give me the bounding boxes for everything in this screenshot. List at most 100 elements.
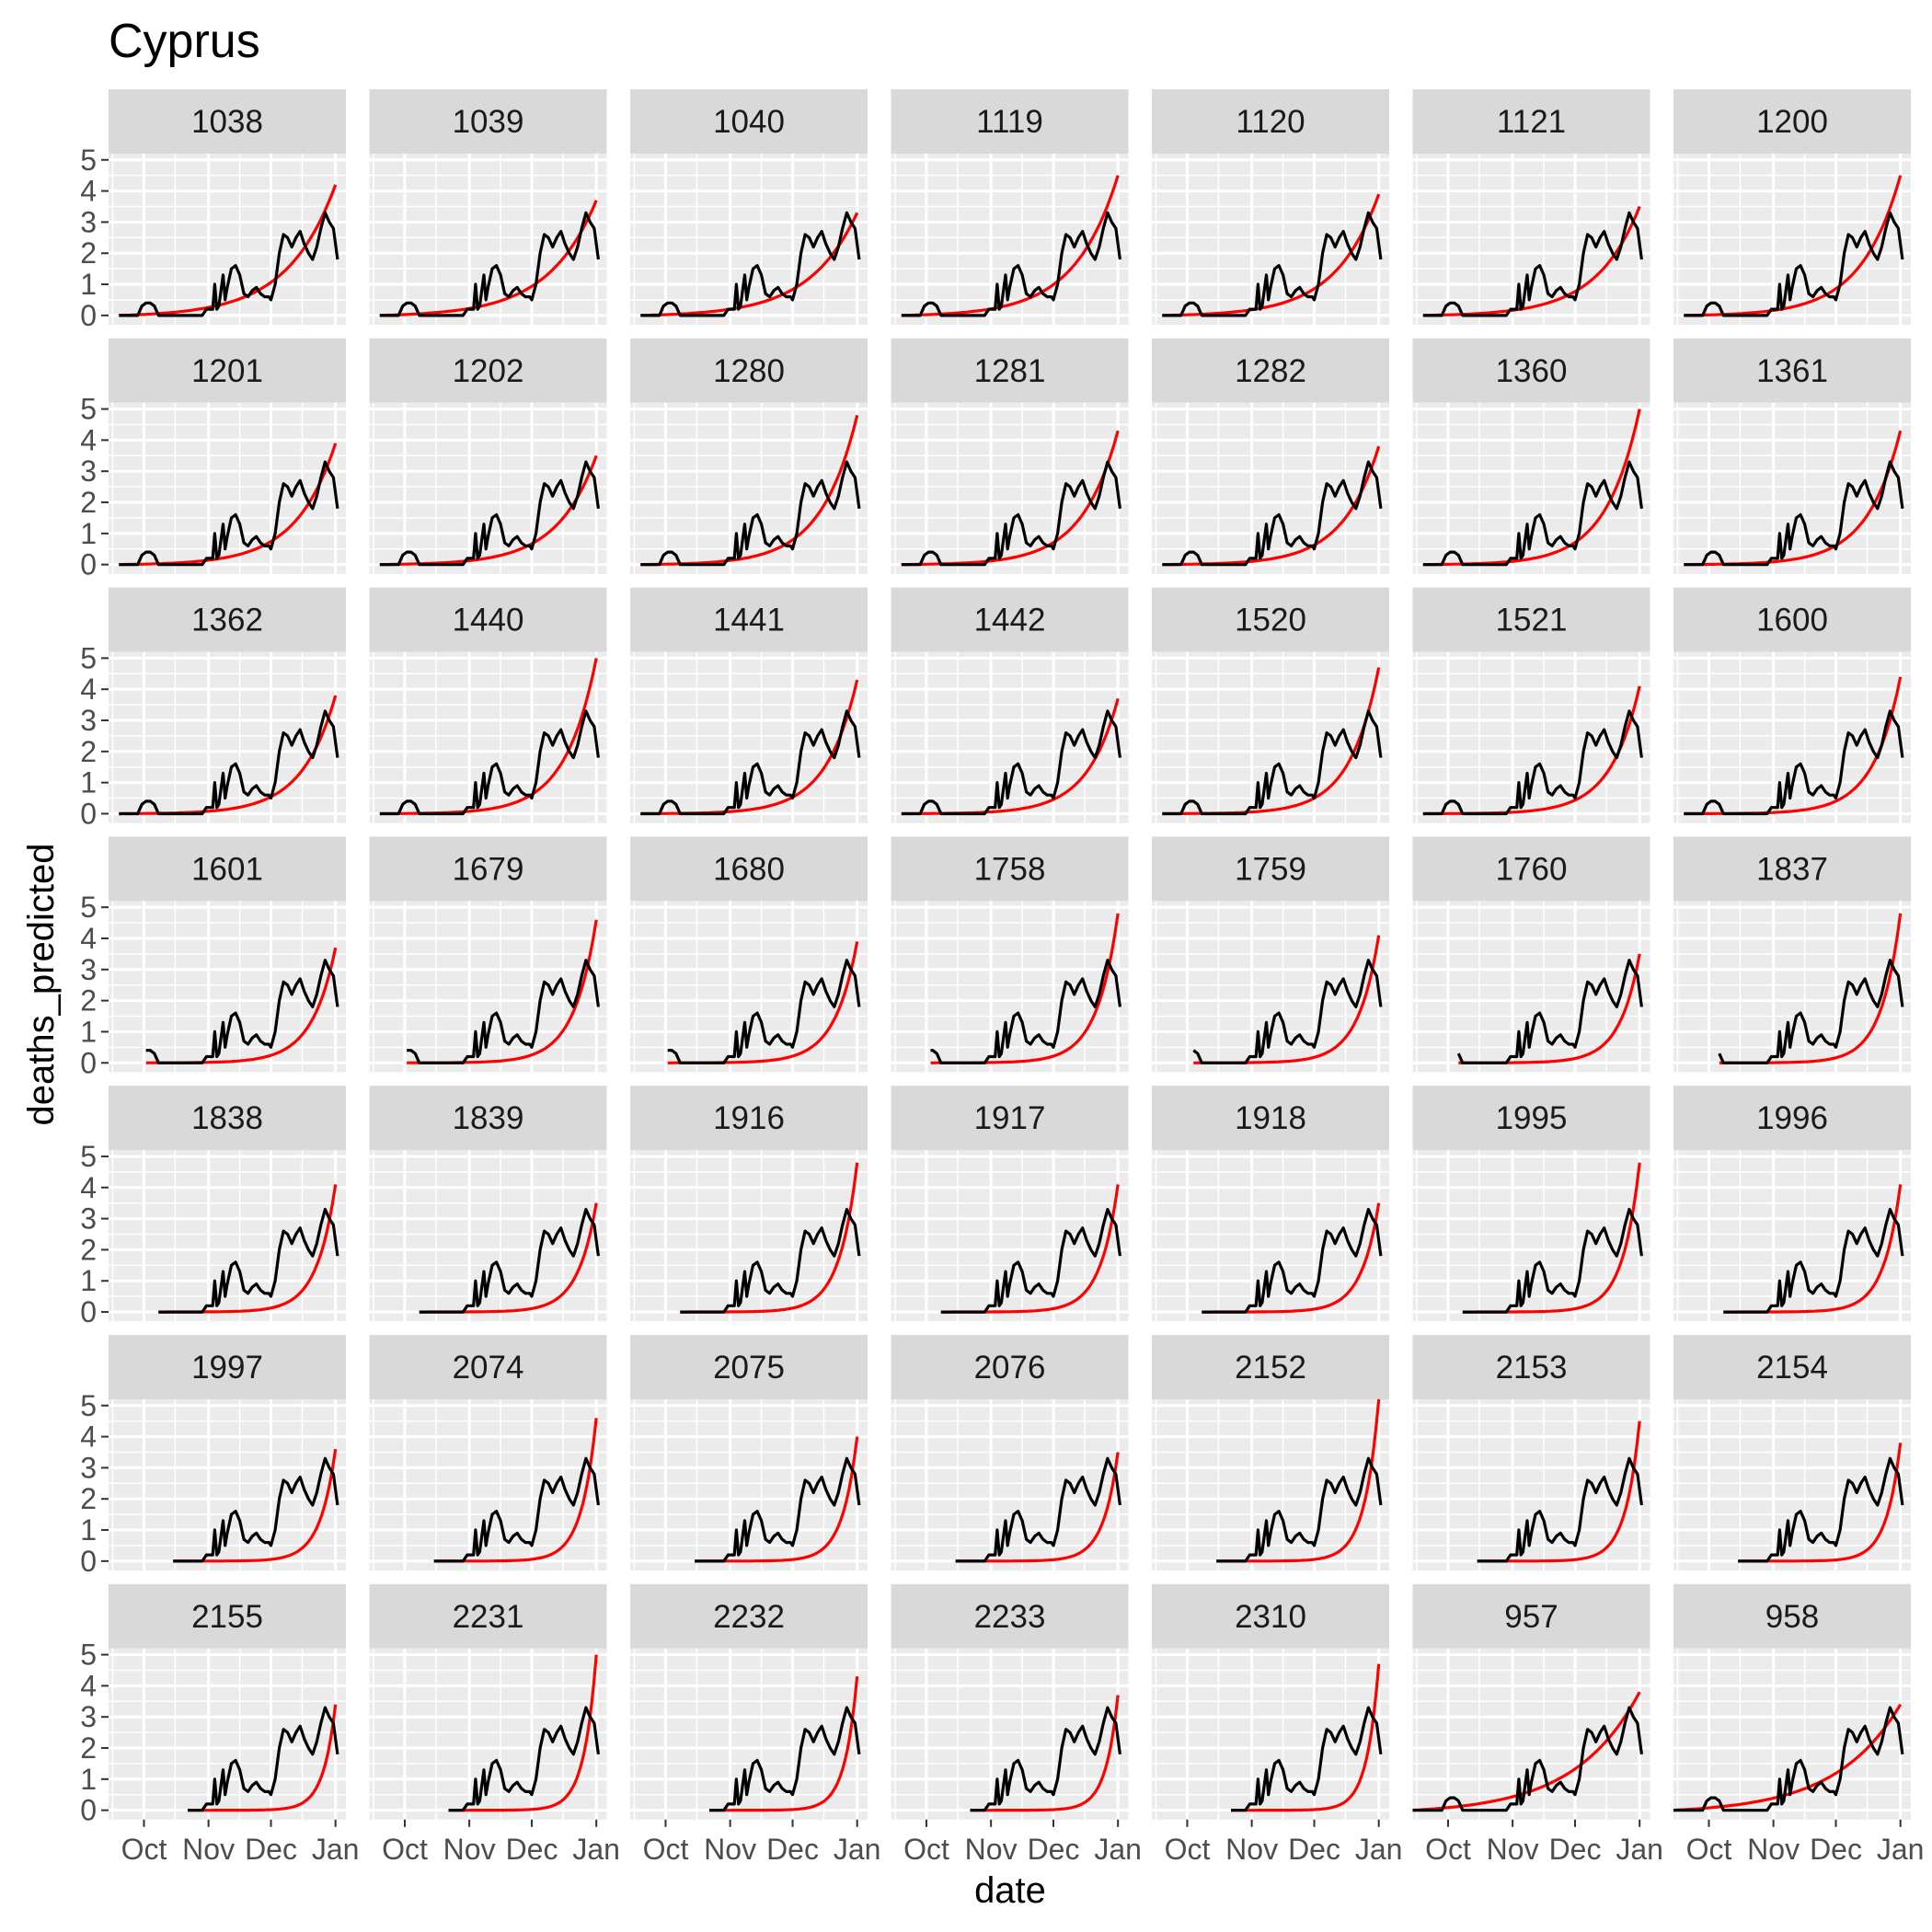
- facet-strip: [1412, 836, 1650, 902]
- facet-panel-2074: 2074: [369, 1335, 607, 1570]
- predicted-series-line: [901, 697, 1120, 816]
- panel-background: [1152, 651, 1389, 823]
- facet-strip-label: 1200: [1756, 104, 1828, 140]
- observed-series-line: [119, 211, 339, 317]
- observed-series-line: [1456, 959, 1643, 1064]
- facet-panel-1280: 1280: [630, 338, 868, 574]
- facet-strip: [1673, 1335, 1911, 1399]
- facet-strip-label: 1996: [1756, 1100, 1828, 1136]
- facet-panel-1360: 1360: [1412, 338, 1650, 574]
- predicted-series-line: [1162, 193, 1381, 317]
- predicted-series-line: [1422, 205, 1641, 317]
- facet-panel-1916: 1916: [630, 1086, 868, 1322]
- panel-background: [109, 901, 346, 1073]
- y-tick-label: 1: [80, 268, 97, 301]
- observed-series-line: [1738, 1456, 1904, 1563]
- predicted-series-line: [379, 454, 598, 567]
- y-tick-label: 3: [80, 205, 97, 238]
- observed-series-line: [901, 460, 1121, 567]
- facet-strip: [891, 1583, 1129, 1649]
- x-tick-label: Dec: [506, 1833, 558, 1866]
- predicted-series-line: [1684, 175, 1903, 317]
- facet-panel-1121: 1121: [1412, 89, 1650, 325]
- panel-background: [1152, 154, 1389, 325]
- facet-strip-label: 1760: [1496, 851, 1568, 887]
- facet-strip: [1152, 89, 1389, 154]
- observed-series-line: [119, 460, 339, 567]
- observed-series-line: [173, 1456, 339, 1563]
- panel-background: [369, 1648, 607, 1820]
- observed-series-line: [901, 709, 1121, 816]
- facet-strip-label: 1838: [191, 1100, 263, 1136]
- y-tick-label: 2: [80, 486, 97, 519]
- facet-strip-label: 1679: [453, 851, 524, 887]
- y-tick-label: 4: [80, 1669, 97, 1702]
- predicted-series-line: [1422, 408, 1641, 567]
- facet-panel-1202: 1202: [369, 338, 607, 574]
- x-tick-label: Nov: [1225, 1833, 1278, 1866]
- observed-series-line: [1162, 211, 1383, 317]
- facet-strip: [1673, 836, 1911, 902]
- panel-background: [1673, 1399, 1911, 1570]
- facet-panel-1282: 1282: [1152, 338, 1389, 574]
- observed-series-line: [145, 959, 339, 1064]
- y-tick-label: 4: [80, 1420, 97, 1454]
- facet-strip-label: 1201: [191, 353, 263, 389]
- facet-strip-label: 1441: [713, 603, 785, 638]
- x-tick-label: Dec: [1810, 1833, 1862, 1866]
- facet-strip: [891, 338, 1129, 403]
- x-tick-label: Nov: [1747, 1833, 1800, 1866]
- x-tick-label: Jan: [834, 1833, 881, 1866]
- predicted-series-line: [448, 1654, 598, 1812]
- panel-background: [1412, 402, 1650, 574]
- facet-strip: [109, 587, 346, 652]
- predicted-series-line: [901, 430, 1120, 567]
- panel-background: [891, 154, 1129, 325]
- y-tick-label: 3: [80, 1451, 97, 1484]
- facet-strip: [369, 587, 607, 652]
- facet-panel-1361: 1361: [1673, 338, 1911, 574]
- y-axis-title: deaths_predicted: [21, 844, 62, 1126]
- y-tick-label: 5: [80, 393, 97, 426]
- y-tick-label: 3: [80, 1202, 97, 1236]
- facet-strip: [1152, 1335, 1389, 1399]
- facet-strip: [369, 836, 607, 902]
- facet-panel-1917: 1917: [891, 1086, 1129, 1322]
- facet-strip: [891, 1335, 1129, 1399]
- x-tick-label: Jan: [1616, 1833, 1663, 1866]
- observed-series-line: [188, 1706, 339, 1812]
- facet-panel-1679: 1679: [369, 836, 607, 1073]
- facet-strip-label: 1759: [1235, 851, 1306, 887]
- y-tick-label: 5: [80, 1389, 97, 1422]
- panel-background: [1673, 1150, 1911, 1322]
- facet-strip: [891, 587, 1129, 652]
- facet-strip: [1412, 89, 1650, 154]
- predicted-series-line: [1162, 445, 1381, 567]
- x-tick-label: Oct: [643, 1833, 689, 1866]
- observed-series-line: [379, 709, 600, 816]
- observed-series-line: [379, 211, 600, 317]
- observed-series-line: [1684, 709, 1904, 816]
- y-tick-label: 1: [80, 517, 97, 550]
- panel-background: [1152, 402, 1389, 574]
- facet-panel-1680: 1680: [630, 836, 868, 1073]
- x-tick-label: Oct: [903, 1833, 949, 1866]
- observed-series-line: [1673, 1706, 1904, 1812]
- y-tick-label: 5: [80, 891, 97, 924]
- y-tick-label: 2: [80, 1731, 97, 1765]
- facet-panel-1521: 1521: [1412, 587, 1650, 823]
- y-tick-label: 0: [80, 1545, 97, 1578]
- y-tick-label: 1: [80, 766, 97, 799]
- facet-strip-label: 2232: [713, 1599, 785, 1635]
- x-tick-label: Oct: [1425, 1833, 1471, 1866]
- chart-title: Cyprus: [109, 15, 260, 68]
- facet-strip: [1152, 1583, 1389, 1649]
- panel-background: [1412, 901, 1650, 1073]
- predicted-series-line: [1684, 430, 1903, 567]
- facet-strip-label: 1916: [713, 1100, 785, 1136]
- facet-strip-label: 2154: [1756, 1350, 1828, 1386]
- panel-background: [1152, 901, 1389, 1073]
- facet-strip: [630, 1335, 868, 1399]
